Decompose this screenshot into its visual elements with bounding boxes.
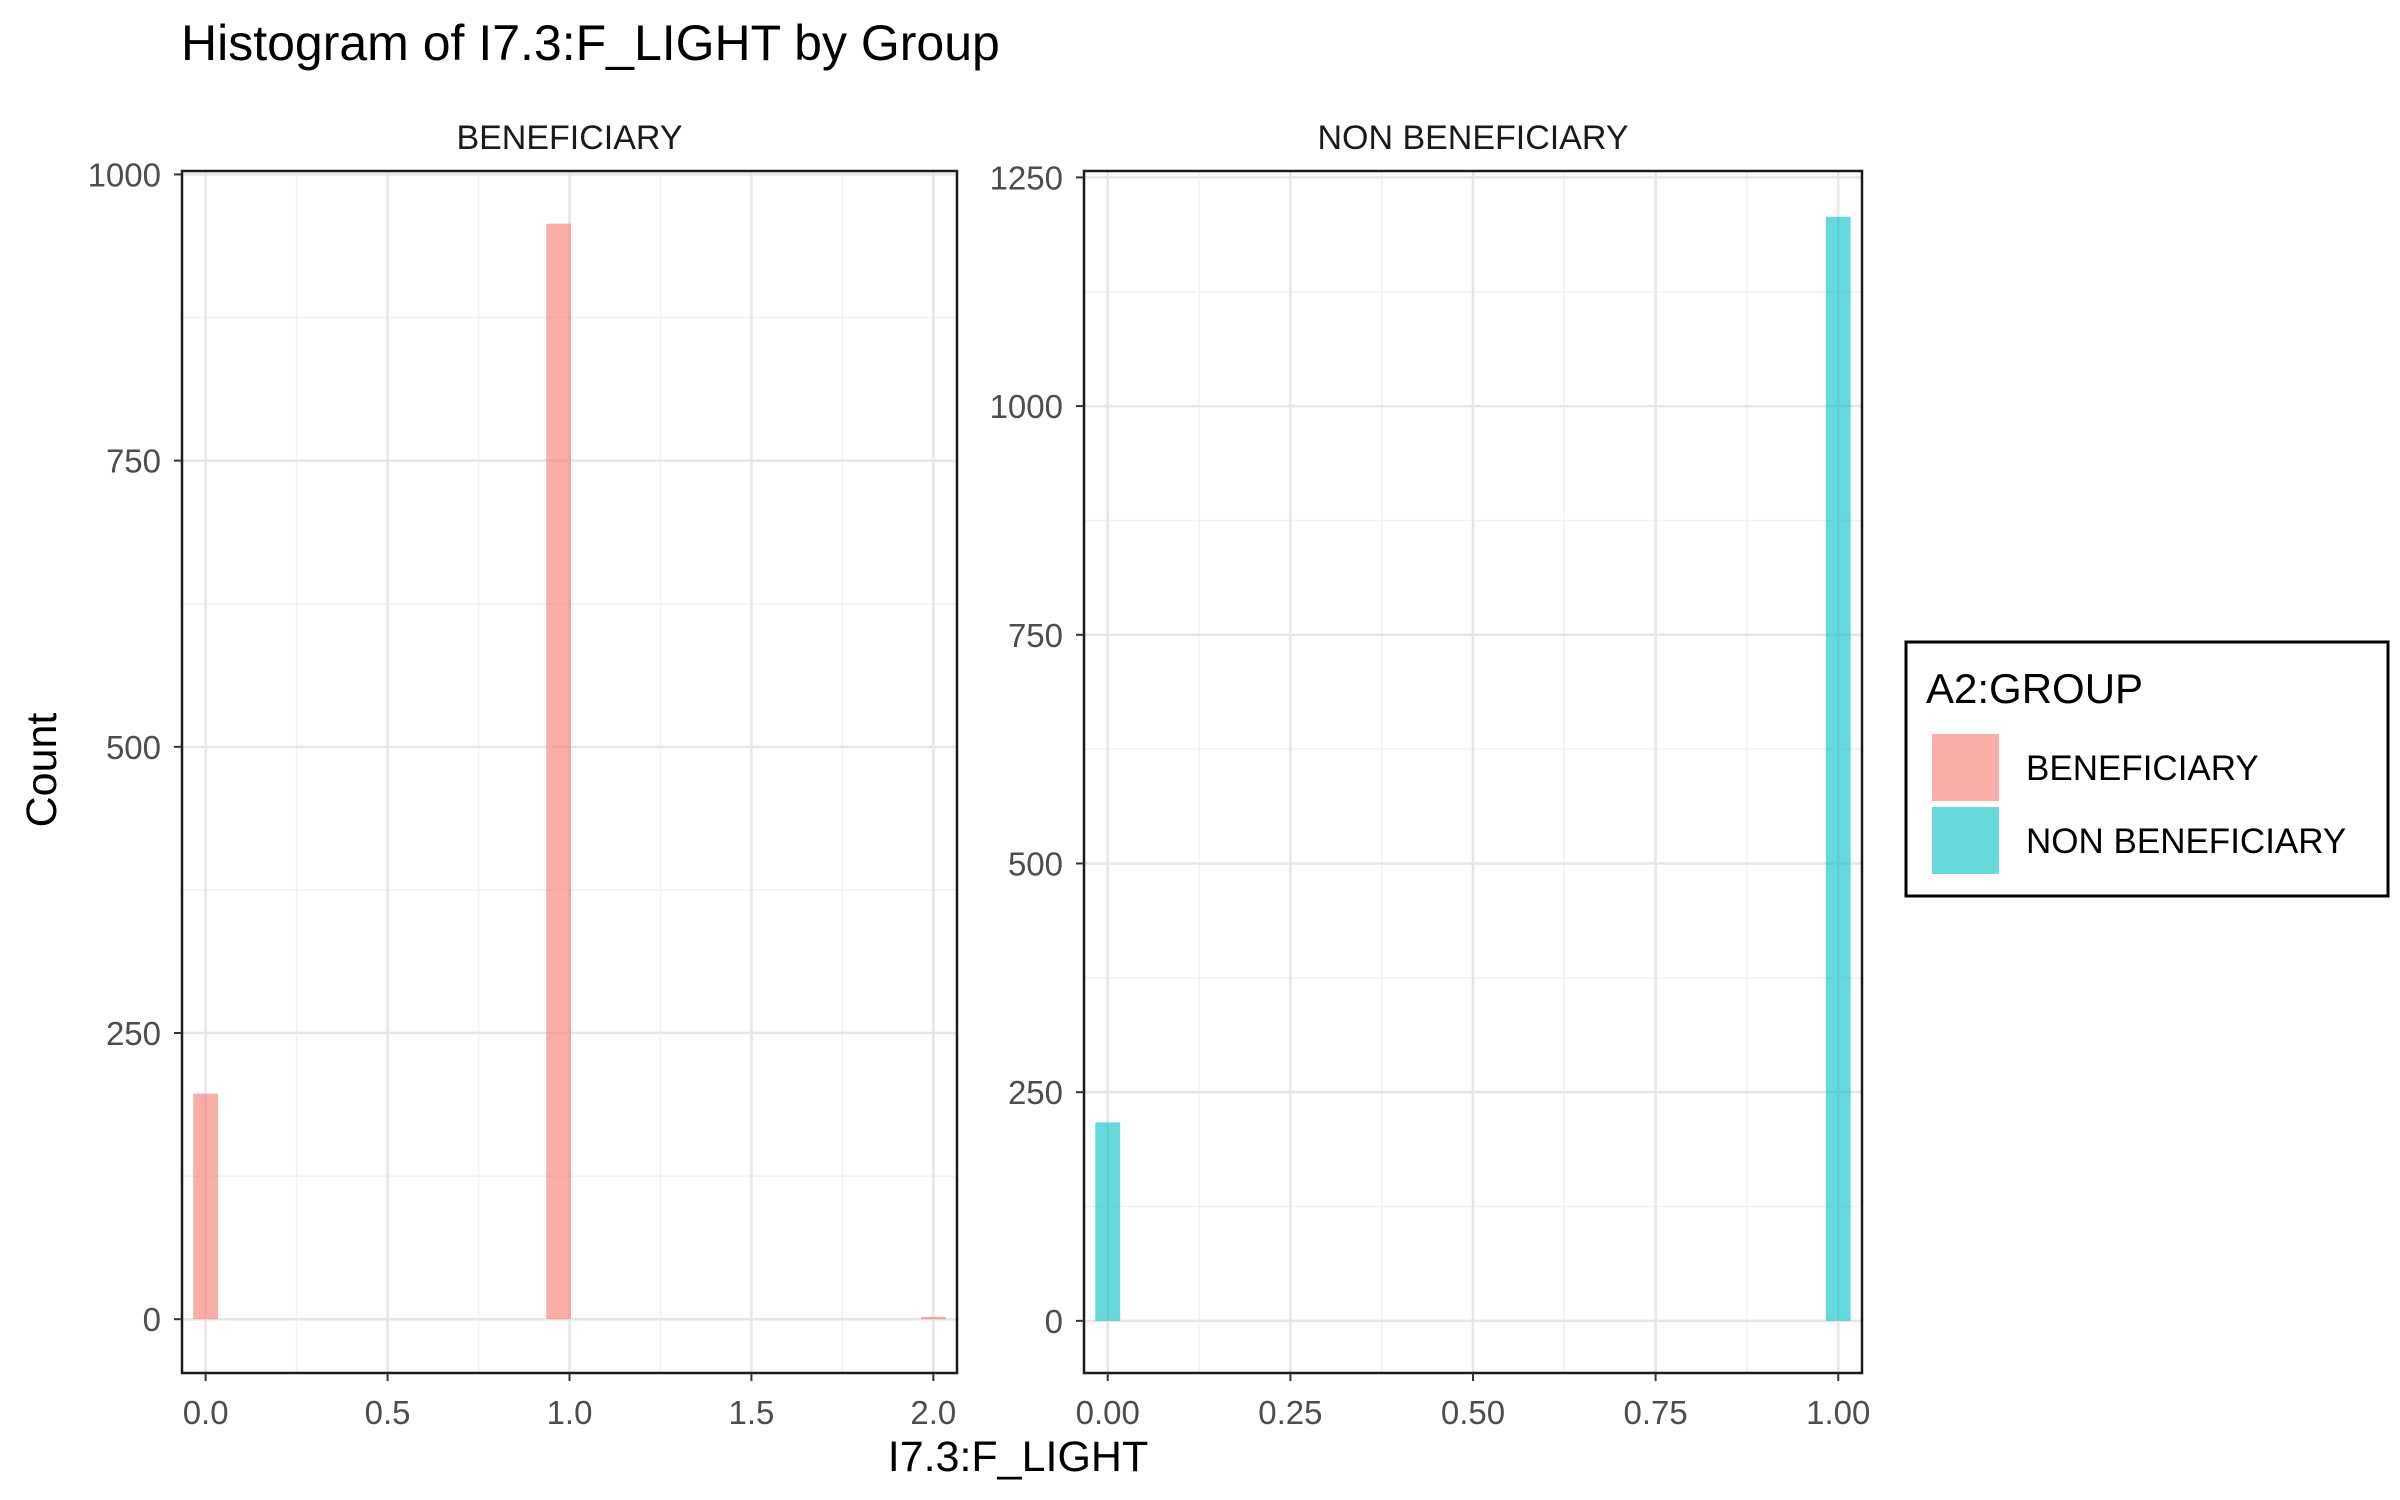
legend-item: BENEFICIARY [1932,734,2259,801]
legend-item-label: BENEFICIARY [2026,749,2259,788]
x-tick-label: 0.25 [1258,1394,1322,1431]
bars [1095,216,1851,1321]
x-tick-label: 0.75 [1624,1394,1688,1431]
bars [193,223,946,1320]
x-tick-label: 2.0 [910,1394,956,1431]
gridlines [1084,171,1862,1373]
legend-item-label: NON BENEFICIARY [2026,822,2346,861]
histogram-bar [920,1316,946,1320]
y-axis-label: Count [18,713,66,828]
x-tick-label: 0.0 [183,1394,229,1431]
y-tick-label: 1000 [88,156,161,193]
y-tick-label: 250 [1008,1074,1063,1111]
x-tick-label: 1.0 [547,1394,593,1431]
legend-title: A2:GROUP [1926,665,2143,712]
histogram-bar [193,1093,219,1320]
legend-item: NON BENEFICIARY [1932,807,2346,874]
y-tick-label: 500 [1008,845,1063,882]
y-tick-label: 0 [143,1301,161,1338]
axis-ticks: 0.00 0.25 0.50 0.75 1.00 0 250 500 750 1000 1250 [990,159,1871,1431]
y-tick-label: 750 [106,443,161,480]
histogram-bar [1825,216,1851,1321]
y-tick-label: 750 [1008,617,1063,654]
x-tick-label: 0.50 [1441,1394,1505,1431]
axis-ticks: 0.0 0.5 1.0 1.5 2.0 0 250 500 750 1000 [88,156,957,1431]
x-tick-label: 1.5 [728,1394,774,1431]
facet-strip-label: NON BENEFICIARY [1317,119,1628,157]
facet-panel-1: BENEFICIARY 0.0 0.5 1.0 1.5 2.0 0 250 500 750 1000 [88,119,959,1431]
facet-panels: BENEFICIARY 0.0 0.5 1.0 1.5 2.0 0 250 500 750 1000… [88,119,1871,1431]
chart-title: Histogram of I7.3:F_LIGHT by Group [181,15,1000,71]
x-axis-label: I7.3:F_LIGHT [888,1433,1148,1481]
histogram-bar [1095,1122,1121,1321]
y-tick-label: 500 [106,729,161,766]
histogram-bar [546,223,571,1320]
legend-swatch [1932,807,1999,874]
y-tick-label: 0 [1045,1303,1063,1340]
x-tick-label: 1.00 [1806,1394,1870,1431]
y-tick-label: 1250 [990,159,1063,196]
x-tick-label: 0.00 [1076,1394,1140,1431]
facet-strip-label: BENEFICIARY [456,119,682,157]
facet-panel-2: NON BENEFICIARY 0.00 0.25 0.50 0.75 1.00 0 250 5… [990,119,1871,1431]
legend-items: BENEFICIARY NON BENEFICIARY [1932,734,2346,874]
legend-swatch [1932,734,1999,801]
x-tick-label: 0.5 [365,1394,411,1431]
y-tick-label: 250 [106,1015,161,1052]
legend: A2:GROUP BENEFICIARY NON BENEFICIARY [1904,640,2390,898]
y-tick-label: 1000 [990,388,1063,425]
